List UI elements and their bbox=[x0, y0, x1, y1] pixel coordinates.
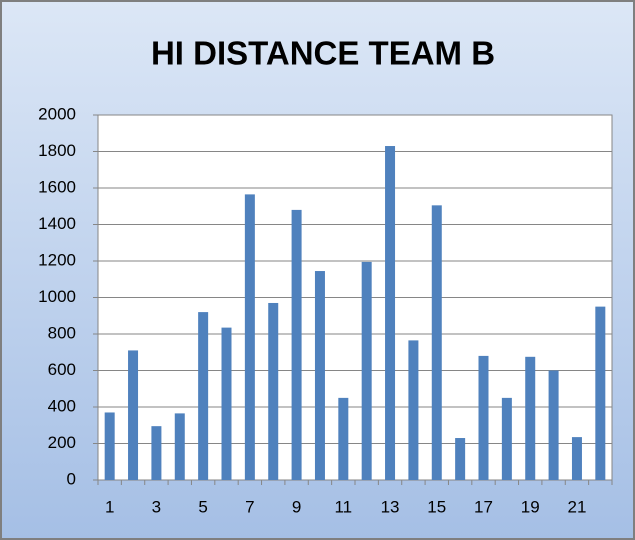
bar bbox=[548, 370, 559, 480]
chart-title: HI DISTANCE TEAM B bbox=[151, 35, 495, 72]
bar bbox=[408, 340, 419, 480]
bar bbox=[221, 327, 232, 480]
x-tick-label: 19 bbox=[521, 497, 540, 516]
bar bbox=[151, 426, 162, 480]
bar bbox=[198, 312, 209, 480]
x-tick-label: 9 bbox=[292, 497, 301, 516]
bar bbox=[244, 194, 255, 480]
y-tick-label: 1800 bbox=[38, 141, 76, 160]
bar bbox=[174, 413, 185, 480]
bar bbox=[291, 209, 302, 480]
y-tick-label: 800 bbox=[48, 323, 76, 342]
y-tick-label: 1600 bbox=[38, 177, 76, 196]
x-tick-label: 1 bbox=[105, 497, 114, 516]
bar bbox=[478, 355, 489, 480]
bar bbox=[338, 397, 349, 480]
x-tick-label: 17 bbox=[474, 497, 493, 516]
bar bbox=[104, 412, 115, 480]
y-tick-label: 2000 bbox=[38, 104, 76, 123]
y-tick-label: 1000 bbox=[38, 287, 76, 306]
x-tick-label: 13 bbox=[381, 497, 400, 516]
x-tick-label: 5 bbox=[198, 497, 207, 516]
x-tick-label: 11 bbox=[334, 497, 352, 516]
bar bbox=[431, 205, 442, 480]
y-tick-label: 1200 bbox=[38, 250, 76, 269]
y-tick-label: 200 bbox=[48, 433, 76, 452]
bar bbox=[501, 397, 512, 480]
x-tick-label: 15 bbox=[427, 497, 446, 516]
bar bbox=[361, 261, 372, 480]
y-tick-label: 400 bbox=[48, 396, 76, 415]
bar bbox=[525, 356, 536, 480]
y-tick-label: 0 bbox=[67, 469, 76, 488]
bar bbox=[571, 437, 582, 480]
bar bbox=[385, 146, 396, 480]
y-tick-label: 600 bbox=[48, 360, 76, 379]
x-tick-label: 3 bbox=[152, 497, 161, 516]
bar bbox=[595, 306, 606, 480]
bar bbox=[455, 438, 466, 480]
x-tick-label: 21 bbox=[567, 497, 586, 516]
bar bbox=[314, 271, 325, 480]
x-tick-label: 7 bbox=[245, 497, 254, 516]
y-tick-label: 1400 bbox=[38, 214, 76, 233]
bar bbox=[268, 302, 279, 480]
bar bbox=[128, 350, 139, 480]
